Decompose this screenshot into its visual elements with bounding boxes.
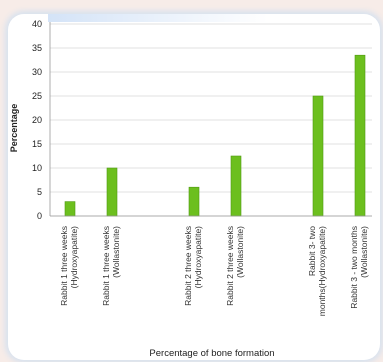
category-label-line: months(Hydroxyapatite) — [317, 226, 327, 316]
y-tick-label: 10 — [32, 163, 42, 173]
category-label-line: Rabbit 3- two — [307, 226, 317, 276]
category-label-line: Rabbit 2 three weeks — [183, 226, 193, 306]
bar — [64, 201, 76, 217]
bar — [312, 95, 324, 217]
y-tick-labels: 0 5 10 15 20 25 30 35 40 — [32, 19, 42, 221]
bar — [354, 54, 366, 217]
category-label-line: Rabbit 2 three weeks — [225, 226, 235, 306]
y-axis-title: Percentage — [9, 104, 19, 153]
category-label: Rabbit 1 three weeks(Wollastonite) — [101, 226, 121, 306]
y-tick-label: 20 — [32, 115, 42, 125]
y-tick-label: 30 — [32, 67, 42, 77]
category-label-line: Rabbit 1 three weeks — [101, 226, 111, 306]
category-labels: Rabbit 1 three weeks(Hydroxyapatite) Rabb… — [59, 226, 369, 316]
category-label: Rabbit 1 three weeks(Hydroxyapatite) — [59, 226, 79, 306]
category-label-line: Rabbit 1 three weeks — [59, 226, 69, 306]
bar — [230, 155, 242, 217]
y-tick-label: 40 — [32, 19, 42, 29]
bar — [188, 186, 200, 217]
y-tick-label: 0 — [37, 211, 42, 221]
category-label: Rabbit 3- twomonths(Hydroxyapatite) — [307, 226, 327, 316]
gridlines — [50, 23, 372, 217]
category-label-line: (Wollastonite) — [359, 226, 369, 278]
x-axis-title: Percentage of bone formation — [149, 348, 274, 359]
category-label: Rabbit 2 three weeks(Hydroxyapatite) — [183, 226, 203, 306]
category-label: Rabbit 3 - two months(Wollastonite) — [349, 226, 369, 309]
y-tick-label: 25 — [32, 91, 42, 101]
category-label-line: (Wollastonite) — [111, 226, 121, 278]
category-label: Rabbit 2 three weeks(Wollastonite) — [225, 226, 245, 306]
category-label-line: (Wollastonite) — [235, 226, 245, 278]
category-label-line: (Hydroxyapatite) — [69, 226, 79, 289]
category-label-line: (Hydroxyapatite) — [193, 226, 203, 289]
category-label-line: Rabbit 3 - two months — [349, 226, 359, 309]
y-tick-label: 35 — [32, 43, 42, 53]
bar — [106, 167, 118, 217]
y-tick-label: 5 — [37, 187, 42, 197]
y-tick-label: 15 — [32, 139, 42, 149]
